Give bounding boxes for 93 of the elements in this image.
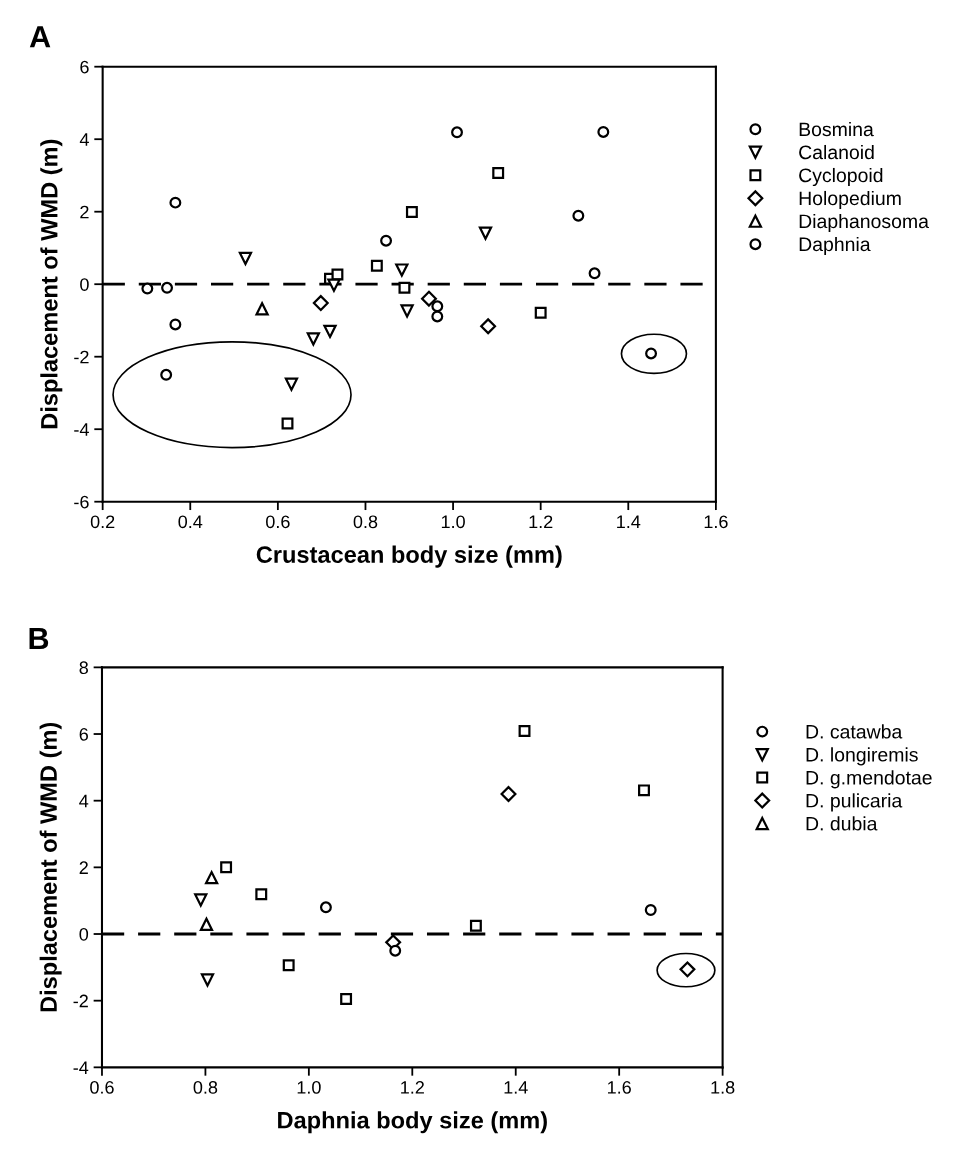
point bbox=[492, 166, 505, 179]
x-tick-label: 1.6 bbox=[608, 1081, 631, 1094]
y-axis-title: Displacement of WMD (m) bbox=[39, 722, 62, 1012]
point bbox=[421, 290, 437, 307]
x-tick-label: 1.0 bbox=[297, 1081, 321, 1094]
x-axis-title: Crustacean body size (mm) bbox=[256, 545, 562, 568]
point bbox=[395, 263, 409, 277]
point bbox=[451, 126, 463, 139]
point bbox=[518, 725, 531, 737]
x-tick-label: 1.2 bbox=[401, 1081, 424, 1094]
legend-label: Calanoid bbox=[799, 144, 874, 160]
y-tick-label: 4 bbox=[79, 133, 89, 146]
legend-label: D. dubia bbox=[806, 816, 878, 831]
point bbox=[194, 893, 208, 907]
point bbox=[588, 267, 601, 280]
point bbox=[220, 861, 233, 874]
point bbox=[380, 234, 393, 247]
point bbox=[597, 125, 610, 138]
point bbox=[160, 368, 173, 381]
legend-label: D. g.mendotae bbox=[806, 770, 932, 789]
y-tick-label: -6 bbox=[74, 495, 89, 509]
point bbox=[281, 417, 294, 430]
y-tick-label: -2 bbox=[74, 350, 89, 364]
point bbox=[169, 196, 182, 209]
x-tick-label: 0.8 bbox=[193, 1081, 218, 1094]
x-tick-label: 0.2 bbox=[90, 515, 115, 529]
point bbox=[644, 904, 657, 916]
x-tick-label: 0.6 bbox=[90, 1081, 114, 1094]
y-tick-label: 4 bbox=[79, 794, 89, 808]
chart-title: A bbox=[29, 26, 51, 48]
point bbox=[327, 278, 341, 292]
point bbox=[306, 332, 321, 346]
y-tick-label: 2 bbox=[80, 205, 89, 219]
point bbox=[638, 784, 650, 797]
x-tick-label: 1.4 bbox=[617, 515, 641, 528]
legend-label: Cyclopoid bbox=[799, 167, 883, 187]
legend-label: D. pulicaria bbox=[806, 793, 903, 812]
y-tick-label: 2 bbox=[79, 861, 88, 874]
point bbox=[500, 786, 517, 802]
point bbox=[200, 973, 215, 987]
point bbox=[161, 281, 174, 294]
point bbox=[204, 871, 219, 885]
y-tick-label: 6 bbox=[80, 60, 89, 74]
point bbox=[199, 917, 214, 932]
x-tick-label: 1.6 bbox=[704, 515, 728, 529]
x-tick-label: 1.8 bbox=[711, 1081, 735, 1094]
point bbox=[572, 209, 585, 222]
point bbox=[389, 944, 402, 957]
point bbox=[480, 318, 497, 335]
point bbox=[645, 347, 658, 360]
point bbox=[284, 377, 299, 391]
point bbox=[169, 318, 182, 331]
x-tick-label: 1.2 bbox=[529, 515, 553, 528]
point bbox=[255, 302, 269, 316]
point bbox=[312, 295, 329, 312]
legend-label: Bosmina bbox=[799, 121, 874, 137]
legend-label: D. longiremis bbox=[806, 747, 918, 766]
legend-label: D. catawba bbox=[806, 724, 903, 739]
x-tick-label: 1.0 bbox=[441, 515, 465, 529]
point bbox=[370, 259, 383, 272]
point bbox=[398, 281, 411, 294]
point bbox=[478, 226, 493, 240]
point bbox=[255, 888, 268, 901]
point bbox=[400, 304, 414, 318]
point bbox=[323, 324, 337, 338]
point bbox=[141, 282, 154, 295]
legend-label: Diaphanosoma bbox=[799, 213, 929, 233]
y-tick-label: -4 bbox=[73, 1061, 89, 1074]
y-tick-label: 8 bbox=[79, 661, 88, 675]
point bbox=[431, 300, 444, 313]
y-tick-label: 6 bbox=[79, 727, 88, 741]
x-tick-label: 0.8 bbox=[353, 515, 378, 529]
x-axis-title: Daphnia body size (mm) bbox=[278, 1111, 547, 1134]
point bbox=[331, 268, 344, 281]
y-tick-label: 0 bbox=[80, 278, 89, 291]
point bbox=[534, 306, 547, 319]
point bbox=[319, 901, 332, 914]
x-tick-label: 0.4 bbox=[178, 515, 203, 529]
y-tick-label: -2 bbox=[73, 994, 88, 1008]
point bbox=[340, 993, 353, 1005]
chart-title: B bbox=[29, 628, 49, 650]
y-tick-label: -4 bbox=[74, 423, 89, 436]
point bbox=[431, 310, 444, 323]
point bbox=[282, 959, 295, 972]
point bbox=[469, 919, 482, 932]
y-tick-label: 0 bbox=[79, 927, 89, 941]
legend-label: Daphnia bbox=[799, 236, 871, 256]
point bbox=[405, 206, 418, 219]
legend-label: Holopedium bbox=[799, 190, 901, 210]
x-tick-label: 1.4 bbox=[504, 1081, 528, 1094]
y-axis-title: Displacement of WMD (m) bbox=[40, 139, 63, 429]
point bbox=[238, 251, 253, 266]
x-tick-label: 0.6 bbox=[266, 515, 290, 529]
